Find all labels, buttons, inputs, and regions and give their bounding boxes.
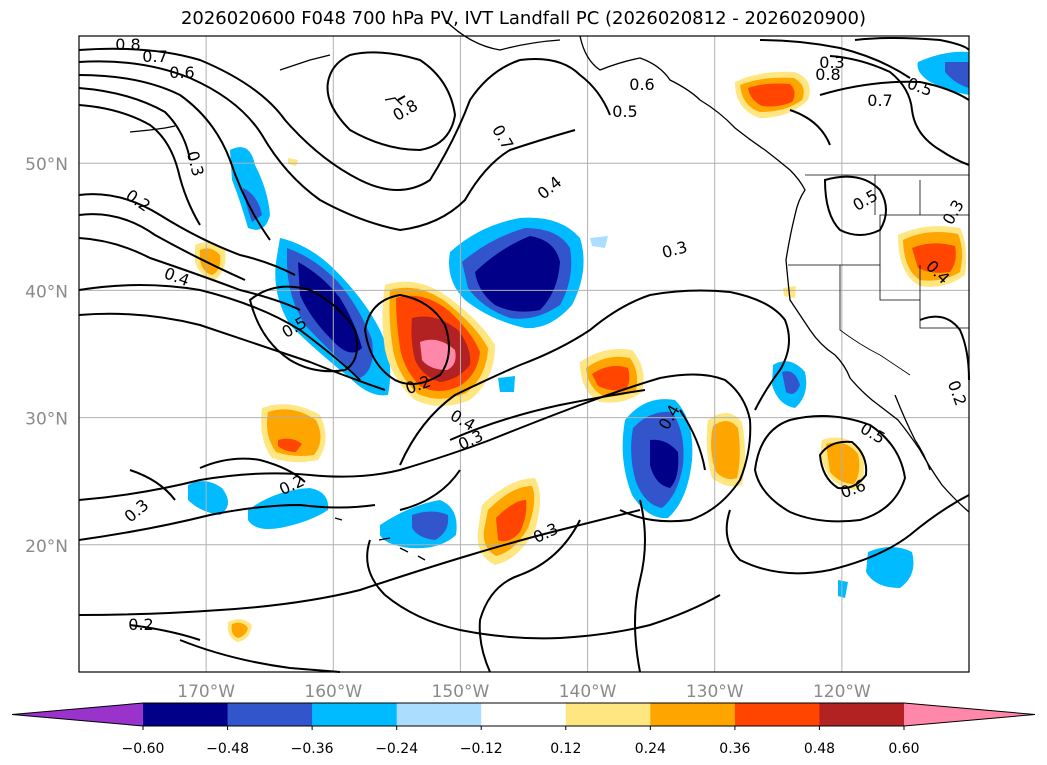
- state-borders: [788, 174, 969, 376]
- colorbar-swatch: [819, 703, 905, 726]
- colorbar-extend-high: [904, 703, 1035, 726]
- negative-anomaly-north-central: [449, 217, 584, 329]
- map-panel: [79, 36, 969, 672]
- lon-tick-label: 140°W: [559, 682, 617, 702]
- colorbar-swatch: [396, 703, 482, 726]
- positive-anomaly-central-pink-core: [382, 281, 495, 406]
- colorbar-swatch: [143, 703, 229, 726]
- colorbar-tick-label: 0.60: [888, 741, 919, 757]
- colorbar-tick-label: −0.48: [206, 741, 249, 757]
- pv-shading-layer: [188, 51, 969, 642]
- positive-anomaly-northeast: [288, 71, 967, 298]
- lat-tick-label: 20°N: [25, 537, 68, 557]
- lat-tick-label: 40°N: [25, 282, 68, 302]
- colorbar-tick-label: −0.60: [122, 741, 165, 757]
- contour-label: 0.3: [819, 53, 844, 72]
- contour-label: 0.5: [612, 102, 637, 121]
- lon-tick-label: 170°W: [177, 682, 235, 702]
- contour-label: 0.8: [115, 35, 140, 54]
- colorbar-tick-labels: −0.60 −0.48 −0.36 −0.24 −0.12 0.12 0.24 …: [122, 741, 920, 757]
- colorbar-tick-label: −0.12: [460, 741, 503, 757]
- contour-label: 0.7: [867, 91, 892, 110]
- negative-anomaly-southwest: [188, 481, 457, 549]
- lon-tick-label: 130°W: [686, 682, 744, 702]
- colorbar-swatch: [227, 703, 313, 726]
- coastlines: [129, 19, 970, 561]
- map-title: 2026020600 F048 700 hPa PV, IVT Landfall…: [180, 8, 867, 29]
- lat-tick-label: 30°N: [25, 410, 68, 430]
- positive-anomaly-west: [195, 242, 326, 642]
- colorbar-tick-label: −0.36: [291, 741, 334, 757]
- lon-tick-label: 120°W: [813, 682, 871, 702]
- lat-tick-label: 50°N: [25, 155, 68, 175]
- colorbar-swatch: [312, 703, 398, 726]
- contour-label: 0.6: [629, 75, 654, 94]
- colorbar-swatch: [734, 703, 820, 726]
- contour-label: 0.6: [169, 63, 194, 82]
- pv-contours: [78, 37, 970, 673]
- positive-anomaly-south: [477, 478, 540, 565]
- colorbar-tick-label: 0.12: [550, 741, 581, 757]
- colorbar-tick-label: 0.48: [804, 741, 835, 757]
- positive-anomaly-east: [706, 412, 865, 490]
- contour-label: 0.2: [128, 615, 153, 634]
- colorbar: [11, 702, 1036, 730]
- contour-label: 0.7: [142, 47, 167, 66]
- colorbar-extend-low: [12, 703, 143, 726]
- negative-anomaly-east-central: [622, 399, 693, 519]
- colorbar-tick-label: −0.24: [375, 741, 418, 757]
- colorbar-swatch: [650, 703, 736, 726]
- colorbar-tick-label: 0.36: [719, 741, 750, 757]
- lon-tick-label: 160°W: [304, 682, 362, 702]
- colorbar-swatch: [565, 703, 651, 726]
- colorbar-tick-label: 0.24: [635, 741, 666, 757]
- colorbar-swatch: [481, 703, 567, 726]
- lon-tick-label: 150°W: [432, 682, 490, 702]
- map-frame: [78, 35, 970, 673]
- negative-anomaly-far-east: [498, 51, 969, 598]
- negative-anomaly-nw-coast: [230, 147, 270, 230]
- lon-tick-labels: 170°W 160°W 150°W 140°W 130°W 120°W: [177, 682, 871, 702]
- negative-anomaly-central: [275, 238, 391, 396]
- contour-label: 0.8: [815, 65, 840, 84]
- lat-tick-labels: 50°N 40°N 30°N 20°N: [25, 155, 68, 557]
- gridlines: [79, 36, 969, 672]
- negative-anomaly-small-east: [772, 361, 807, 408]
